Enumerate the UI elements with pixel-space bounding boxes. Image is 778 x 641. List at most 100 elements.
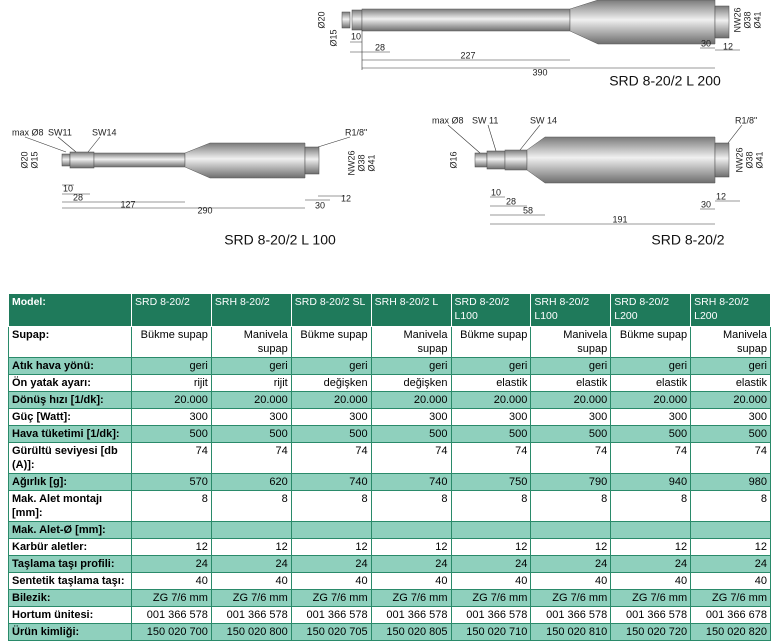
cell: 12 — [690, 538, 771, 556]
dim-label: 30 — [315, 200, 325, 210]
cell: 300 — [610, 408, 692, 426]
cell: 12 — [370, 538, 452, 556]
cell: geri — [290, 357, 372, 375]
cell: 24 — [131, 555, 212, 573]
cell: 40 — [530, 572, 612, 590]
dim-label: NW26 — [732, 7, 742, 32]
cell: 8 — [450, 490, 532, 522]
cell: 500 — [290, 425, 372, 443]
cell — [210, 521, 292, 539]
cell: 790 — [530, 473, 612, 491]
cell: elastik — [530, 374, 612, 392]
dim-label: 10 — [351, 31, 361, 41]
cell: geri — [131, 357, 212, 375]
cell: 150 020 700 — [131, 623, 212, 641]
cell: Bükme supap — [290, 326, 372, 358]
caption: SRD 8-20/2 — [651, 232, 724, 248]
page: Ø20 Ø15 10 28 227 390 30 12 NW26 Ø38 Ø41… — [8, 0, 771, 641]
cell: 40 — [370, 572, 452, 590]
dim-label: 58 — [523, 205, 533, 215]
table-row: Sentetik taşlama taşı: 40 40 40 40 40 40 40 40 — [8, 572, 771, 590]
cell: değişken — [370, 374, 452, 392]
cell: değişken — [290, 374, 372, 392]
cell: 620 — [210, 473, 292, 491]
cell: SRH 8-20/2 — [210, 293, 292, 327]
cell: elastik — [610, 374, 692, 392]
row-label: Ürün kimliği: — [8, 623, 132, 641]
cell: 150 020 810 — [530, 623, 612, 641]
row-label: Mak. Alet-Ø [mm]: — [8, 521, 132, 539]
spec-table: Model: SRD 8-20/2 SRH 8-20/2 SRD 8-20/2 SL S… — [8, 293, 771, 641]
dim-label: Ø16 — [448, 151, 458, 168]
cell: 150 020 805 — [370, 623, 452, 641]
row-label: Supap: — [8, 326, 132, 358]
cell: 500 — [210, 425, 292, 443]
row-label: Taşlama taşı profili: — [8, 555, 132, 573]
dim-label: Ø41 — [366, 154, 376, 171]
cell: 74 — [690, 442, 771, 474]
cell: 12 — [610, 538, 692, 556]
dim-label: 12 — [341, 193, 351, 203]
cell: 20.000 — [131, 391, 212, 409]
cell: ZG 7/6 mm — [610, 589, 692, 607]
dim-label: Ø38 — [744, 151, 754, 168]
dim-label: max Ø8 — [12, 127, 44, 137]
cell: 24 — [530, 555, 612, 573]
cell — [690, 521, 771, 539]
cell: 74 — [210, 442, 292, 474]
table-row: Mak. Alet montajı [mm]: 8 8 8 8 8 8 8 8 — [8, 490, 771, 522]
cell: 300 — [530, 408, 612, 426]
cell: Manivela supap — [370, 326, 452, 358]
cell: Manivela supap — [690, 326, 771, 358]
cell: 001 366 578 — [450, 606, 532, 624]
cell: 20.000 — [290, 391, 372, 409]
dim-label: 227 — [460, 50, 475, 60]
cell: 20.000 — [370, 391, 452, 409]
table-row: Dönüş hızı [1/dk]: 20.000 20.000 20.000 20.0… — [8, 391, 771, 409]
row-label: Ön yatak ayarı: — [8, 374, 132, 392]
row-label: Gürültü seviyesi [db (A)]: — [8, 442, 132, 474]
cell: 500 — [530, 425, 612, 443]
cell: SRD 8-20/2 SL — [290, 293, 372, 327]
dim-label: 28 — [375, 42, 385, 52]
dim-label: 28 — [73, 192, 83, 202]
cell: 20.000 — [210, 391, 292, 409]
cell: 24 — [690, 555, 771, 573]
table-row: Karbür aletler: 12 12 12 12 12 12 12 12 — [8, 538, 771, 556]
row-label: Mak. Alet montajı [mm]: — [8, 490, 132, 522]
dim-label: SW 14 — [530, 115, 557, 125]
dim-label: 30 — [701, 199, 711, 209]
cell: 001 366 578 — [370, 606, 452, 624]
drawing-left: max Ø8 SW11 SW14 R1/8" Ø20 Ø15 10 28 127… — [12, 127, 376, 247]
cell: 001 366 578 — [530, 606, 612, 624]
cell: 300 — [690, 408, 771, 426]
cell: 150 020 710 — [450, 623, 532, 641]
cell: 500 — [690, 425, 771, 443]
dim-label: Ø41 — [754, 151, 764, 168]
table-row: Ön yatak ayarı: rijit rijit değişken değişke… — [8, 374, 771, 392]
cell: geri — [690, 357, 771, 375]
cell: ZG 7/6 mm — [690, 589, 771, 607]
cell: Manivela supap — [530, 326, 612, 358]
dim-label: SW 11 — [472, 115, 498, 125]
row-label: Hortum ünitesi: — [8, 606, 132, 624]
cell: 24 — [370, 555, 452, 573]
table-row: Gürültü seviyesi [db (A)]: 74 74 74 74 74 74 74… — [8, 442, 771, 474]
cell: 24 — [290, 555, 372, 573]
cell: 980 — [690, 473, 771, 491]
cell: 740 — [370, 473, 452, 491]
cell: 150 020 800 — [210, 623, 292, 641]
cell: 40 — [131, 572, 212, 590]
dim-label: 10 — [63, 183, 73, 193]
dim-label: 290 — [197, 205, 212, 215]
cell: 001 366 578 — [290, 606, 372, 624]
cell: Bükme supap — [450, 326, 532, 358]
cell: 12 — [131, 538, 212, 556]
cell: geri — [370, 357, 452, 375]
cell: 74 — [610, 442, 692, 474]
drawing-top: Ø20 Ø15 10 28 227 390 30 12 NW26 Ø38 Ø41… — [316, 0, 762, 89]
cell: rijit — [131, 374, 212, 392]
cell: SRH 8-20/2 L — [370, 293, 452, 327]
dim-label: 127 — [120, 199, 135, 209]
cell — [290, 521, 372, 539]
